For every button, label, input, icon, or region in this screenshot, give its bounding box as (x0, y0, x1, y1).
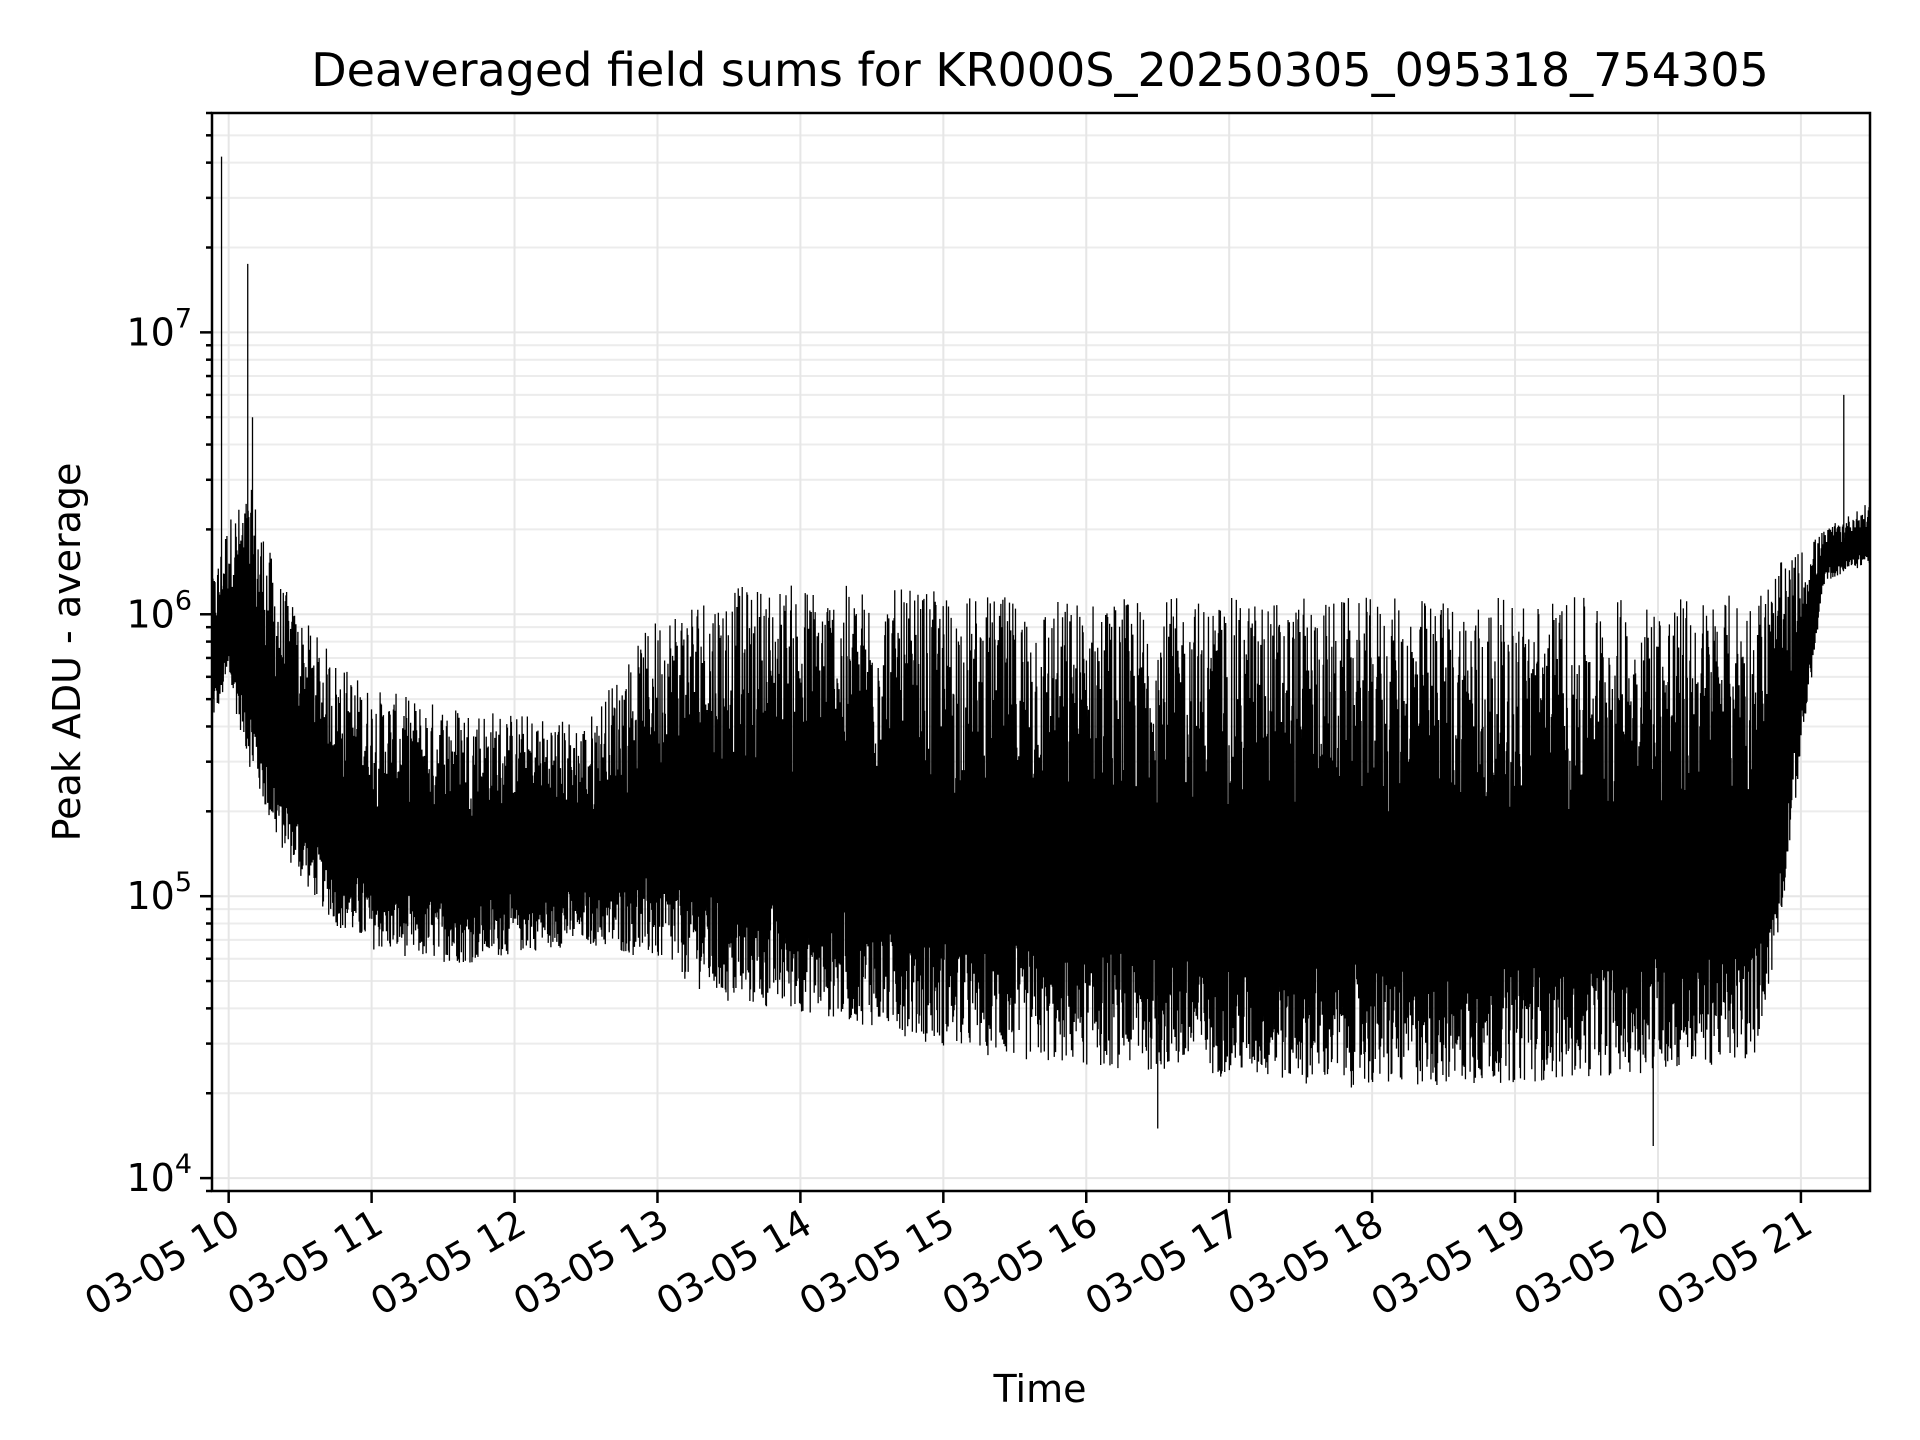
chart-title: Deaveraged field sums for KR000S_2025030… (311, 43, 1769, 97)
y-axis-label: Peak ADU - average (45, 463, 89, 842)
y-tick-label: 105 (126, 867, 192, 918)
y-tick-label: 104 (126, 1149, 192, 1200)
x-axis-label: Time (993, 1367, 1087, 1411)
plot-frame (210, 111, 1872, 1193)
series-line (211, 489, 1871, 1088)
y-tick-label: 106 (126, 585, 192, 636)
series-layer (211, 156, 1871, 1146)
y-tick-label: 107 (126, 303, 192, 354)
